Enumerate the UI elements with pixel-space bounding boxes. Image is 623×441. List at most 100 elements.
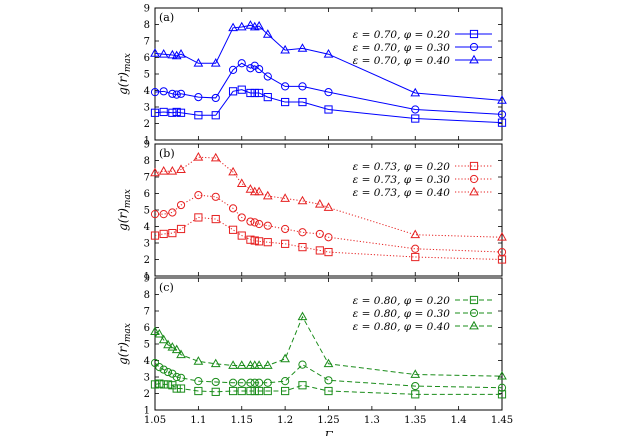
data-point [159,210,168,219]
data-point [262,360,273,369]
data-point [210,358,221,368]
data-point [281,224,290,234]
x-tick-label: 1.1 [190,415,206,426]
data-point [163,380,173,389]
data-point [263,238,272,247]
y-tick-label: 6 [144,323,150,334]
data-point [237,378,246,387]
data-point [176,89,186,98]
data-point [263,93,272,102]
data-point [172,90,181,99]
panel-c: 1 2 3 4 5 6 7 8 9 1.05 1.1 1.15 1.2 1.25 1.3 1.35 1.4 1.4… [116,274,513,441]
legend-entry: ε = 0.73, φ = 0.40 [353,186,492,199]
data-point [211,387,220,396]
data-point [228,87,238,96]
series-square [150,379,507,399]
x-tick-label: 1.15 [231,415,253,426]
y-tick-label: 3 [144,239,150,250]
data-point [155,363,164,372]
data-point [176,200,186,210]
data-point [237,85,246,94]
data-point [298,360,307,369]
x-tick-label: 1.25 [317,415,339,426]
x-tick-label: 1.2 [277,415,293,426]
data-point [255,237,264,246]
panel-label: (b) [159,147,175,160]
data-point [176,48,186,58]
y-tick-label: 2 [144,255,150,266]
y-tick-label: 7 [144,37,150,48]
data-point [159,229,168,239]
data-point [324,386,333,396]
data-point [172,384,181,393]
legend-marker [469,29,479,39]
data-point [323,202,334,211]
legend-entry: ε = 0.70, φ = 0.30 [353,42,492,54]
y-tick-label: 3 [144,373,150,384]
legend-marker [469,295,479,305]
y-tick-label: 5 [144,206,150,217]
data-point [281,377,290,386]
y-axis-label: g(r)max [116,53,133,95]
data-point [210,152,221,162]
data-point [158,48,169,58]
data-point [263,378,272,387]
data-point [497,118,507,127]
legend-entry: ε = 0.80, φ = 0.40 [353,320,492,333]
data-point [250,88,259,98]
legend-label: ε = 0.73, φ = 0.20 [353,161,451,173]
data-point [250,218,259,227]
data-point [211,93,220,103]
data-point [297,43,308,52]
data-point [246,235,255,244]
data-point [171,344,182,354]
data-point [158,166,169,175]
y-tick-label: 9 [144,140,150,151]
data-point [298,82,307,91]
data-point [410,369,421,378]
data-point [315,246,324,255]
y-tick-label: 2 [144,119,150,130]
data-point [172,107,181,117]
y-tick-label: 6 [144,189,150,200]
data-point [228,225,238,234]
data-point [150,48,160,57]
data-point [245,184,256,193]
data-point [150,167,160,177]
y-tick-label: 4 [144,222,150,233]
data-point [254,186,264,196]
legend-marker [469,161,479,171]
data-point [211,377,220,387]
data-point [246,64,255,73]
data-point [298,381,307,390]
legend-entry: ε = 0.80, φ = 0.30 [353,308,492,320]
data-point [410,87,421,97]
data-point [411,114,420,123]
data-point [150,108,160,117]
data-point [163,339,173,349]
data-point [237,231,246,240]
data-point [246,378,255,387]
data-point [297,195,308,205]
data-point [263,72,272,81]
data-point [324,247,333,257]
legend-marker [469,174,479,184]
data-point [228,204,238,213]
data-point [210,58,221,67]
legend-marker [469,308,479,318]
legend-marker [469,54,479,64]
x-axis-label: Γ [323,429,333,436]
data-point [194,386,203,396]
y-tick-label: 8 [144,156,150,167]
series-line [154,315,503,377]
data-point [228,378,238,387]
series-triangle [150,151,507,241]
data-point [298,243,307,252]
data-point [323,48,334,58]
data-point [411,390,420,399]
legend-label: ε = 0.80, φ = 0.30 [353,308,451,320]
legend-entry: ε = 0.73, φ = 0.20 [353,161,492,173]
data-point [236,178,247,187]
